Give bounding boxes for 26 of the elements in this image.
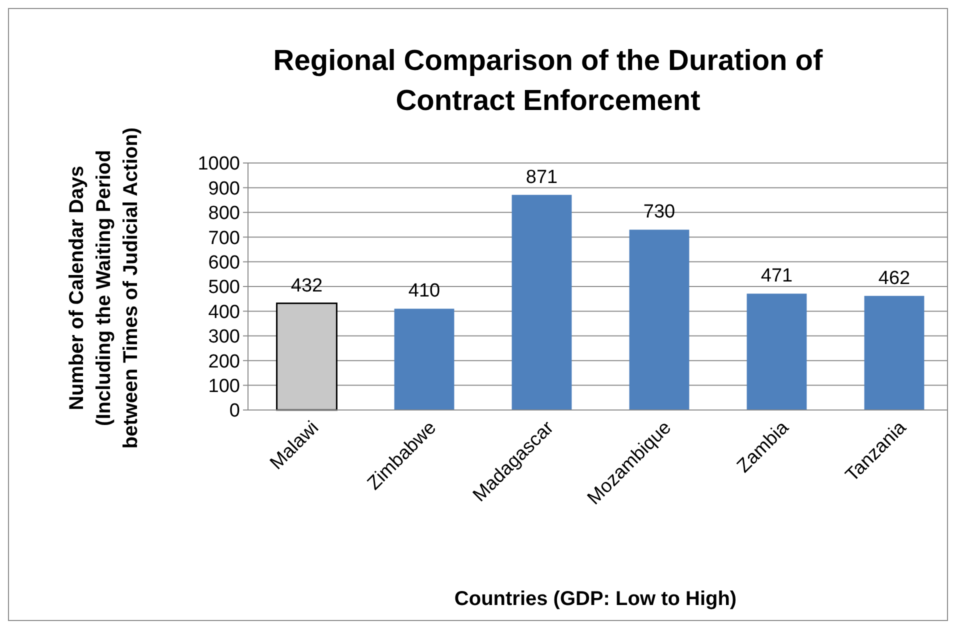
bar [394, 308, 454, 410]
y-tick-label: 700 [208, 228, 240, 249]
bar [746, 294, 807, 410]
y-tick-label: 0 [229, 400, 240, 422]
bar [276, 302, 338, 411]
y-tick-label: 800 [208, 203, 240, 224]
y-tick-label: 500 [208, 277, 240, 298]
data-label: 432 [290, 275, 323, 296]
data-label: 471 [760, 266, 793, 287]
chart-title: Regional Comparison of the Duration of Contract Enforcement [273, 45, 824, 117]
x-axis-title: Countries (GDP: Low to High) [454, 588, 737, 610]
bar [512, 194, 572, 410]
y-axis-title: Number of Calendar Days (Including the Waiting Period between Times of Judicial Action) [66, 127, 142, 449]
y-tick-label: 900 [208, 178, 240, 200]
y-tick-label: 1000 [198, 154, 240, 175]
data-label: 410 [408, 280, 440, 302]
y-tick-label: 200 [208, 351, 240, 372]
data-label: 462 [878, 268, 910, 289]
y-tick-label: 600 [208, 252, 240, 274]
y-tick-label: 300 [208, 326, 240, 348]
bar [629, 230, 690, 410]
y-tick-label: 400 [208, 302, 240, 323]
data-label: 871 [526, 166, 558, 188]
bar [864, 296, 924, 410]
data-label: 730 [643, 202, 676, 223]
y-tick-label: 100 [208, 376, 240, 397]
